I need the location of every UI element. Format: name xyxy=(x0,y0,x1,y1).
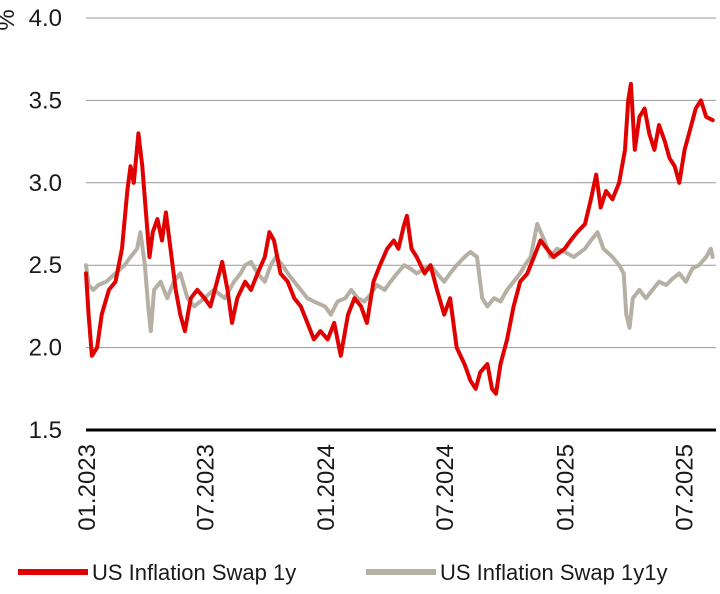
legend: US Inflation Swap 1y US Inflation Swap 1… xyxy=(18,560,667,585)
y-tick-label: 1.5 xyxy=(29,417,62,444)
legend-label-swap-1y1y: US Inflation Swap 1y1y xyxy=(440,560,667,585)
series-line-swap-1y xyxy=(84,81,715,396)
x-tick-label: 07.2024 xyxy=(432,444,459,531)
y-axis-tick-labels: 1.5 2.0 2.5 3.0 3.5 4.0 xyxy=(29,5,62,444)
x-tick-label: 07.2025 xyxy=(671,444,698,531)
legend-label-swap-1y: US Inflation Swap 1y xyxy=(92,560,296,585)
x-tick-label: 01.2024 xyxy=(313,444,340,531)
gridlines xyxy=(86,17,716,349)
y-tick-label: 4.0 xyxy=(29,5,62,32)
y-tick-label: 2.5 xyxy=(29,252,62,279)
x-axis-tick-labels: 01.2023 07.2023 01.2024 07.2024 01.2025 07.20… xyxy=(74,444,698,531)
x-tick-label: 01.2023 xyxy=(74,444,101,531)
y-tick-label: 3.0 xyxy=(29,170,62,197)
y-tick-label: 2.0 xyxy=(29,335,62,362)
x-tick-label: 01.2025 xyxy=(553,444,580,531)
y-axis-label: % xyxy=(0,9,20,30)
y-tick-label: 3.5 xyxy=(29,87,62,114)
x-tick-label: 07.2023 xyxy=(193,444,220,531)
series-lines xyxy=(84,81,715,396)
